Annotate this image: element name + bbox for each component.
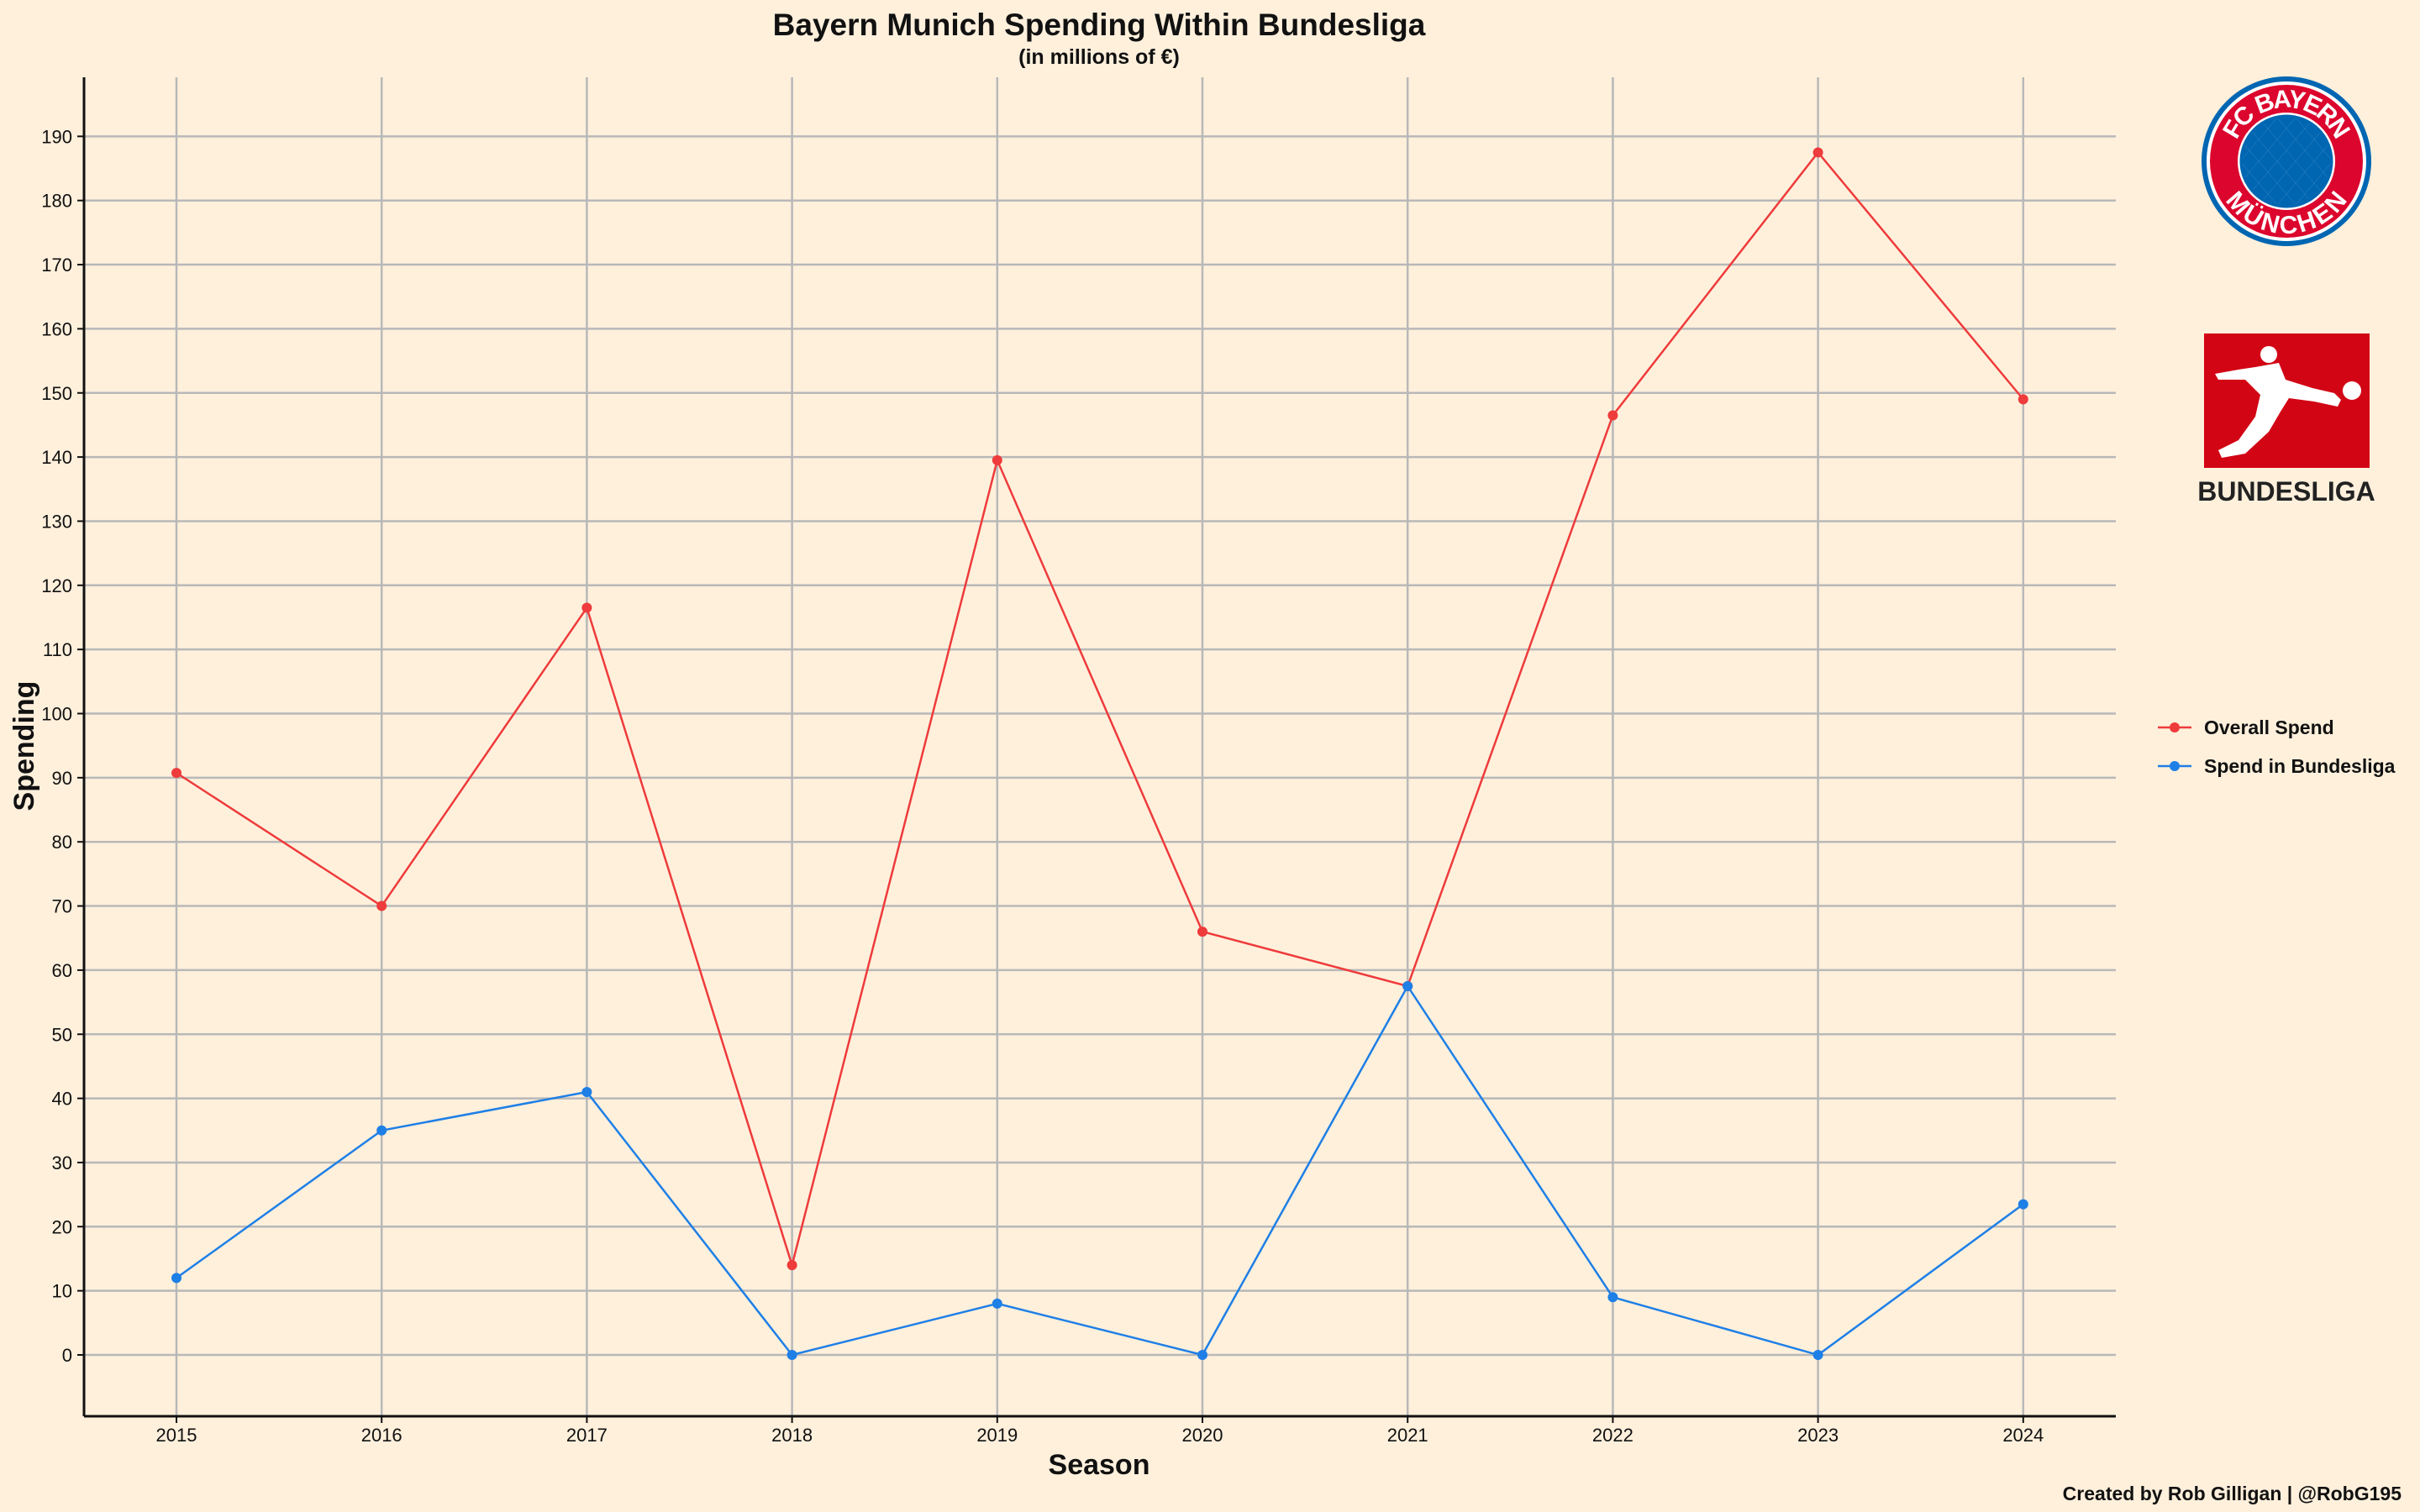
y-tick-label: 90 (52, 768, 72, 789)
series-point (1402, 980, 1413, 991)
chart-title: Bayern Munich Spending Within Bundesliga (773, 8, 1426, 42)
series-point (1607, 1292, 1618, 1303)
x-tick-label: 2017 (566, 1425, 608, 1446)
y-tick-label: 190 (41, 126, 72, 147)
y-tick-label: 150 (41, 383, 72, 404)
series-point (2018, 1199, 2028, 1210)
x-tick-label: 2019 (976, 1425, 1018, 1446)
series-line-0 (176, 150, 2024, 1269)
y-tick-label: 170 (41, 255, 72, 276)
series-point (786, 1260, 797, 1271)
diamond-shape (2360, 205, 2379, 227)
series-point (786, 1350, 797, 1360)
bundesliga-logo: BUNDESLIGA (2197, 333, 2375, 507)
series-point (171, 768, 182, 779)
y-tick-label: 60 (52, 960, 72, 981)
x-tick-label: 2020 (1182, 1425, 1223, 1446)
y-tick-label: 50 (52, 1024, 72, 1045)
y-tick-label: 80 (52, 832, 72, 853)
x-tick-label: 2023 (1797, 1425, 1839, 1446)
bundesliga-wordmark: BUNDESLIGA (2197, 476, 2375, 507)
y-tick-label: 70 (52, 896, 72, 917)
series-point (376, 900, 387, 911)
chart-subtitle: (in millions of €) (1018, 45, 1180, 69)
y-tick-label: 120 (41, 575, 72, 596)
y-tick-label: 30 (52, 1152, 72, 1173)
series-point (1197, 927, 1207, 937)
legend-swatch-marker (2170, 722, 2180, 732)
series-point (992, 1298, 1002, 1309)
x-ticks: 2015 2016 2017 2018 2019 2020 2021 2022 2023 2024 (156, 1416, 2044, 1446)
legend: Overall Spend Spend in Bundesliga (2158, 717, 2396, 777)
y-tick-label: 140 (41, 447, 72, 468)
diamond-shape (2277, 194, 2296, 207)
grid (84, 77, 2116, 1416)
series-layer (171, 147, 2028, 1360)
legend-label: Spend in Bundesliga (2204, 755, 2396, 777)
x-tick-label: 2016 (361, 1425, 402, 1446)
y-tick-label: 180 (41, 191, 72, 212)
y-tick-label: 100 (41, 704, 72, 725)
series-point (581, 602, 592, 613)
y-ticks: 0 10 20 30 40 50 60 70 80 90 100 110 120 130 140 150 160… (41, 126, 84, 1366)
bundesliga-player-icon (2215, 346, 2361, 458)
x-tick-label: 2022 (1592, 1425, 1634, 1446)
bayern-logo: FC BAYERN MÜNCHEN (2202, 76, 2379, 246)
x-tick-label: 2018 (771, 1425, 813, 1446)
legend-swatch-marker (2170, 761, 2180, 771)
series-point (1607, 410, 1618, 421)
series-point (1812, 1350, 1823, 1360)
series-point (1197, 1350, 1207, 1360)
y-tick-label: 160 (41, 318, 72, 339)
series-point (581, 1086, 592, 1097)
series-point (2018, 394, 2028, 405)
x-tick-label: 2021 (1387, 1425, 1428, 1446)
x-axis-title: Season (1049, 1449, 1150, 1481)
series-line-1 (176, 984, 2024, 1357)
series-point (171, 1273, 182, 1284)
x-tick-label: 2015 (156, 1425, 197, 1446)
y-tick-label: 130 (41, 511, 72, 532)
y-tick-label: 40 (52, 1089, 72, 1110)
y-tick-label: 10 (52, 1281, 72, 1302)
y-tick-label: 110 (43, 639, 72, 660)
series-point (1812, 147, 1823, 158)
y-axis-title: Spending (8, 681, 40, 811)
legend-label: Overall Spend (2204, 717, 2334, 738)
diamond-shape (2360, 96, 2379, 118)
y-tick-label: 0 (62, 1345, 72, 1366)
series-point (376, 1125, 387, 1136)
y-tick-label: 20 (52, 1216, 72, 1237)
series-point (992, 454, 1002, 465)
x-tick-label: 2024 (2002, 1425, 2044, 1446)
credit-text: Created by Rob Gilligan | @RobG195 (2063, 1483, 2402, 1504)
